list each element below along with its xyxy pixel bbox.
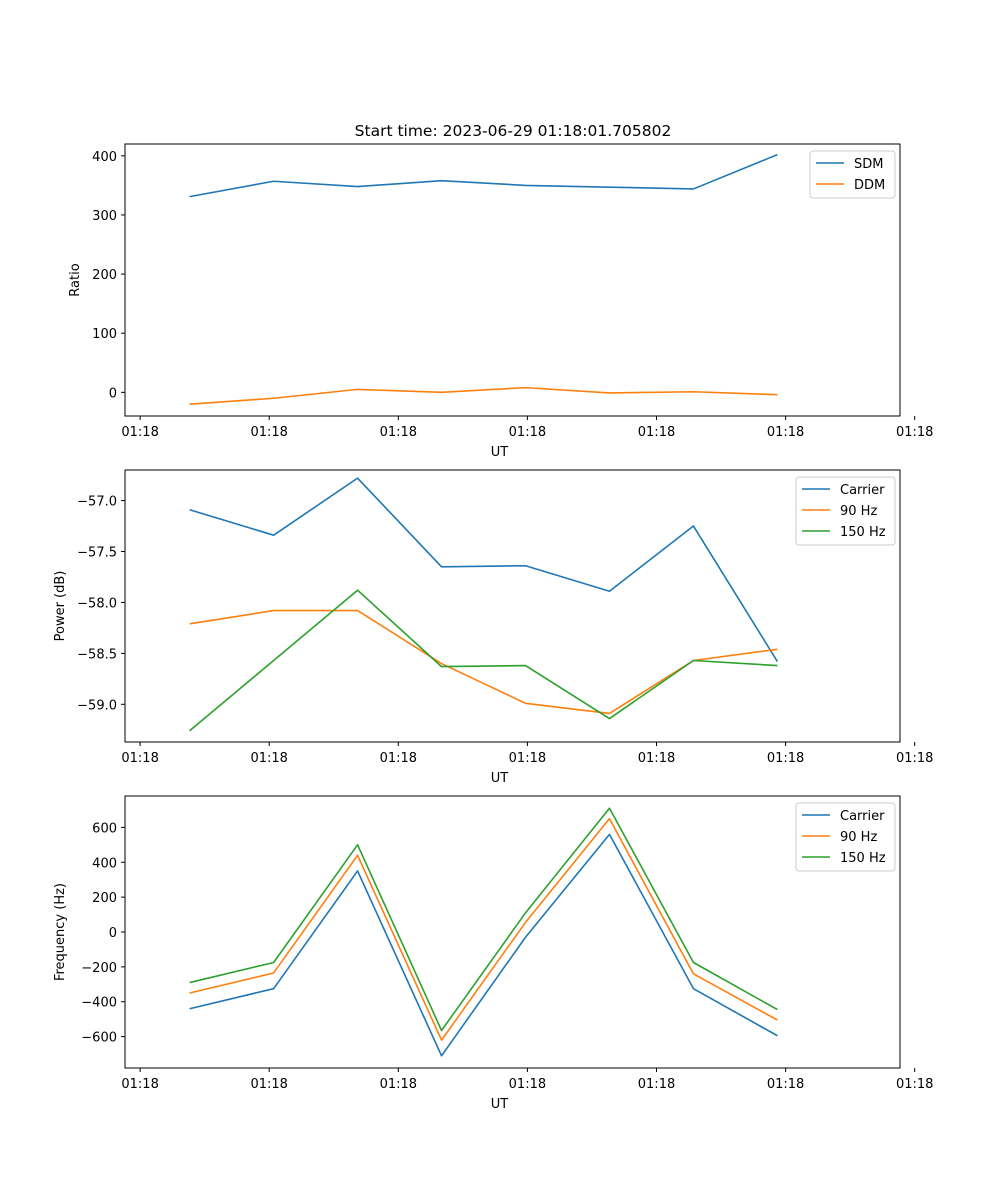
y-axis-label: Frequency (Hz) — [53, 883, 68, 981]
y-tick-label: −59.0 — [77, 698, 117, 713]
x-axis-label: UT — [491, 445, 509, 460]
legend-entry: 90 Hz — [840, 830, 877, 845]
chart-panel-1: 01:1801:1801:1801:1801:1801:1801:1801:19… — [68, 143, 933, 460]
y-tick-label: −200 — [81, 961, 117, 976]
x-tick-label: 01:18 — [896, 751, 933, 766]
y-tick-label: 0 — [109, 386, 117, 401]
x-tick-label: 01:18 — [380, 751, 417, 766]
x-tick-label: 01:18 — [250, 425, 287, 440]
legend-entry: SDM — [854, 157, 883, 172]
figure-title: Start time: 2023-06-29 01:18:01.705802 — [355, 122, 672, 140]
x-tick-label: 01:18 — [509, 425, 546, 440]
legend-entry: DDM — [854, 178, 885, 193]
legend: Carrier 90 Hz 150 Hz — [795, 802, 896, 872]
x-tick-label: 01:18 — [509, 751, 546, 766]
x-tick-label: 01:18 — [250, 1077, 287, 1092]
y-axis-label: Ratio — [68, 263, 83, 296]
x-tick-label: 01:18 — [509, 1077, 546, 1092]
x-tick-label: 01:18 — [121, 1077, 158, 1092]
legend-entry: Carrier — [840, 809, 885, 824]
series-line-carrier — [189, 833, 778, 1057]
legend: Carrier 90 Hz 150 Hz — [795, 476, 896, 546]
y-tick-label: 100 — [92, 327, 117, 342]
y-tick-label: −58.0 — [77, 596, 117, 611]
series-line-150-hz — [189, 589, 778, 732]
y-tick-label: −600 — [81, 1031, 117, 1046]
x-tick-label: 01:18 — [767, 751, 804, 766]
legend-entry: Carrier — [840, 483, 885, 498]
x-tick-label: 01:18 — [121, 425, 158, 440]
legend-box — [795, 802, 896, 872]
x-tick-label: 01:18 — [250, 751, 287, 766]
y-tick-label: 400 — [92, 150, 117, 165]
legend-box — [795, 476, 896, 546]
plot-frame — [124, 469, 901, 743]
series-line-sdm — [189, 153, 778, 198]
chart-panel-3: 01:1801:1801:1801:1801:1801:1801:1801:19… — [53, 795, 933, 1112]
y-tick-label: −400 — [81, 996, 117, 1011]
x-tick-label: 01:18 — [638, 751, 675, 766]
x-tick-label: 01:18 — [767, 1077, 804, 1092]
legend-entry: 90 Hz — [840, 504, 877, 519]
x-tick-label: 01:18 — [380, 1077, 417, 1092]
legend-entry: 150 Hz — [840, 525, 886, 540]
series-line-90-hz — [189, 817, 778, 1041]
x-tick-label: 01:18 — [638, 425, 675, 440]
y-tick-label: −57.5 — [77, 545, 117, 560]
x-tick-label: 01:18 — [121, 751, 158, 766]
x-axis-label: UT — [491, 771, 509, 786]
y-tick-label: 200 — [92, 891, 117, 906]
y-tick-label: −57.0 — [77, 495, 117, 510]
x-tick-label: 01:18 — [896, 425, 933, 440]
x-tick-label: 01:18 — [767, 425, 804, 440]
series-line-carrier — [189, 477, 779, 662]
y-tick-label: 400 — [92, 856, 117, 871]
y-tick-label: 0 — [109, 926, 117, 941]
x-tick-label: 01:18 — [380, 425, 417, 440]
legend: SDM DDM — [809, 150, 896, 199]
chart-panel-2: 01:1801:1801:1801:1801:1801:1801:1801:19… — [53, 469, 933, 786]
y-tick-label: 200 — [92, 268, 117, 283]
plot-frame — [124, 143, 901, 417]
series-line-ddm — [189, 386, 778, 405]
y-axis-label: Power (dB) — [53, 571, 68, 642]
series-line-150-hz — [189, 807, 778, 1032]
y-tick-label: 300 — [92, 209, 117, 224]
x-tick-label: 01:18 — [896, 1077, 933, 1092]
x-axis-label: UT — [491, 1097, 509, 1112]
y-tick-label: 600 — [92, 821, 117, 836]
panels: 01:1801:1801:1801:1801:1801:1801:1801:19… — [53, 143, 933, 1112]
y-tick-label: −58.5 — [77, 647, 117, 662]
x-tick-label: 01:18 — [638, 1077, 675, 1092]
legend-entry: 150 Hz — [840, 851, 886, 866]
